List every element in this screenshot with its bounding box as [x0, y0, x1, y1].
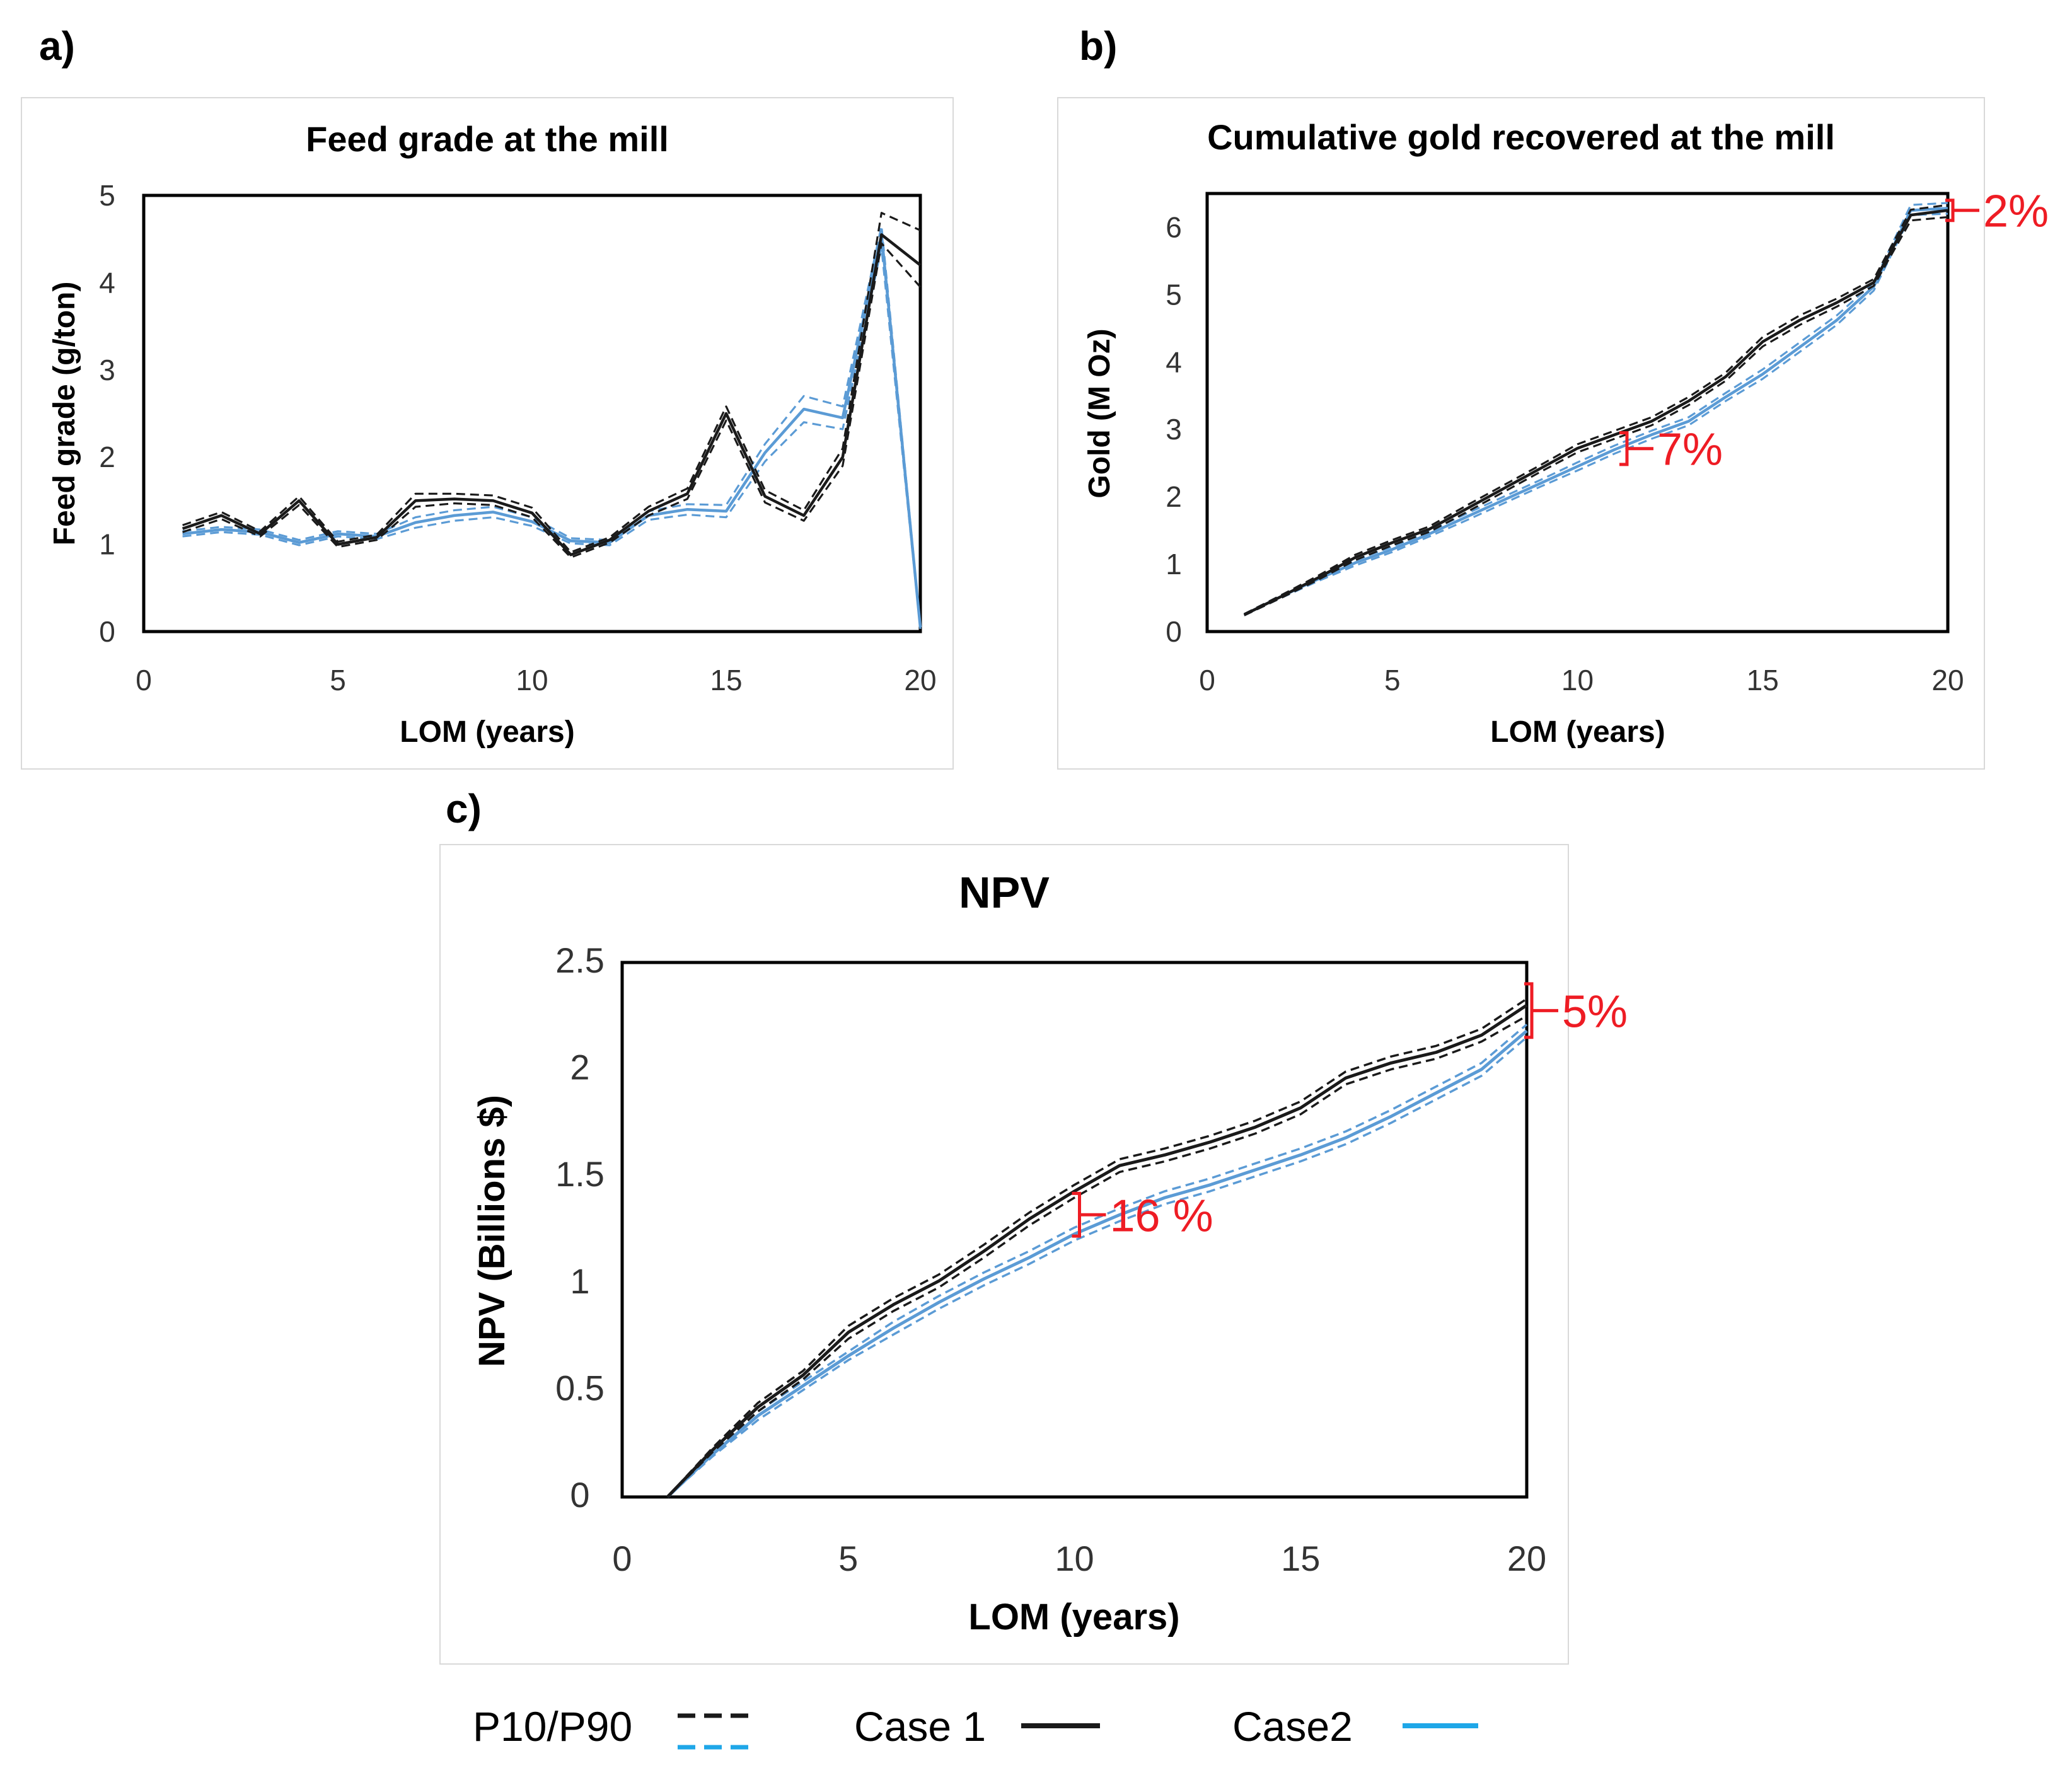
y-tick-label: 3	[99, 354, 115, 386]
annotation-bracket	[1072, 1191, 1106, 1238]
series-line-case-1	[1243, 209, 1948, 616]
annotation-label: 2%	[1983, 187, 2049, 237]
y-tick-label: 6	[1166, 211, 1182, 243]
panel-a-y-label: Feed grade (g/ton)	[48, 282, 81, 546]
series-line-case-1-p90	[1244, 204, 1948, 615]
y-tick-label: 0	[99, 615, 115, 648]
y-tick-label: 2.5	[555, 940, 605, 980]
legend-case1-label: Case 1	[854, 1703, 986, 1750]
panel-c-letter: c)	[446, 786, 482, 831]
panel-b-y-ticks: 0 1 2 3 4 5 6	[1166, 211, 1182, 648]
panel-a-frame	[21, 97, 954, 770]
panel-c-x-label: LOM (years)	[968, 1597, 1179, 1638]
x-tick-label: 20	[1931, 664, 1964, 696]
panel-c-series	[666, 998, 1528, 1498]
x-tick-label: 0	[1199, 664, 1215, 696]
panel-a-y-ticks: 0 1 2 3 4 5	[99, 179, 115, 648]
x-tick-label: 15	[1281, 1539, 1320, 1578]
x-tick-label: 0	[612, 1539, 632, 1578]
y-tick-label: 5	[99, 179, 115, 212]
annotation-label: 5%	[1562, 986, 1628, 1037]
y-tick-label: 1	[570, 1261, 589, 1301]
panel-a: a) Feed grade at the mill 0 1 2 3 4 5 0 5 10 15 2…	[21, 23, 954, 770]
panel-c-y-label: NPV (Billions $)	[472, 1095, 512, 1367]
x-tick-label: 5	[1384, 664, 1401, 696]
legend-case2-label: Case2	[1232, 1703, 1353, 1750]
annotation-bracket	[1619, 431, 1653, 466]
series-line-case-1-p10	[1244, 216, 1948, 616]
series-line-case-1	[666, 1003, 1528, 1498]
series-line-case-2-p10	[1244, 212, 1948, 616]
y-tick-label: 2	[99, 441, 115, 473]
series-line-case-1-p10	[666, 1015, 1527, 1498]
annotation-label: 16 %	[1110, 1191, 1213, 1241]
panel-c-x-ticks: 0 5 10 15 20	[612, 1539, 1546, 1578]
panel-c-annotations: 16 % 5%	[1072, 982, 1628, 1241]
series-line-case-1-p90	[666, 998, 1527, 1498]
panel-c-plot-area	[620, 961, 1529, 1499]
y-tick-label: 1.5	[555, 1154, 605, 1194]
y-tick-label: 1	[1166, 548, 1182, 581]
panel-b-y-label: Gold (M Oz)	[1083, 328, 1116, 498]
panel-a-letter: a)	[39, 23, 75, 69]
annotation-bracket	[1524, 982, 1558, 1039]
series-line-case-1-p90	[182, 212, 921, 553]
y-tick-label: 1	[99, 528, 115, 561]
series-line-case-2	[182, 233, 922, 628]
series-line-case-1	[182, 233, 922, 557]
y-tick-label: 3	[1166, 413, 1182, 446]
panel-c-frame	[439, 844, 1569, 1665]
series-line-case-2-p10	[666, 1036, 1528, 1498]
panel-b: b) Cumulative gold recovered at the mill…	[1057, 23, 2049, 770]
series-line-case-1-p10	[182, 242, 922, 558]
x-tick-label: 5	[838, 1539, 858, 1578]
x-tick-label: 15	[710, 664, 742, 696]
x-tick-label: 10	[1561, 664, 1594, 696]
x-tick-label: 20	[1507, 1539, 1546, 1578]
panel-b-annotations: 7% 2%	[1619, 187, 2049, 475]
panel-b-x-label: LOM (years)	[1490, 715, 1665, 749]
panel-a-series	[182, 212, 922, 629]
y-tick-label: 4	[1166, 345, 1182, 378]
x-tick-label: 15	[1747, 664, 1779, 696]
x-tick-label: 20	[904, 664, 936, 696]
series-line-case-2-p90	[666, 1024, 1528, 1498]
series-line-case-2-p90	[182, 224, 922, 626]
panel-b-plot-area	[1205, 192, 1950, 633]
panel-a-plot-area	[142, 194, 922, 633]
y-tick-label: 0.5	[555, 1368, 605, 1407]
legend-p10p90-label: P10/P90	[473, 1703, 632, 1750]
x-tick-label: 10	[1055, 1539, 1094, 1578]
y-tick-label: 2	[570, 1048, 589, 1087]
y-tick-label: 4	[99, 266, 115, 299]
y-tick-label: 5	[1166, 278, 1182, 311]
series-line-case-2	[1243, 207, 1948, 616]
panel-c-title: NPV	[959, 868, 1050, 917]
panel-b-letter: b)	[1079, 23, 1117, 69]
panel-c: c) NPV 0 0.5 1 1.5 2 2.5 0 5 10 15 20 16 % 5% LOM …	[439, 786, 1628, 1665]
panel-b-series	[1243, 202, 1948, 616]
series-line-case-2	[666, 1029, 1528, 1498]
annotation-bracket	[1945, 199, 1979, 222]
y-tick-label: 2	[1166, 480, 1182, 513]
x-tick-label: 0	[136, 664, 152, 696]
panel-b-frame	[1057, 97, 1985, 770]
y-tick-label: 0	[1166, 615, 1182, 648]
panel-b-x-ticks: 0 5 10 15 20	[1199, 664, 1964, 696]
x-tick-label: 10	[516, 664, 548, 696]
x-tick-label: 5	[330, 664, 346, 696]
annotation-label: 7%	[1657, 425, 1723, 475]
y-tick-label: 0	[570, 1475, 589, 1515]
legend: P10/P90 Case 1 Case2	[473, 1703, 1478, 1750]
panel-c-y-ticks: 0 0.5 1 1.5 2 2.5	[555, 940, 605, 1515]
panel-a-x-label: LOM (years)	[400, 715, 574, 749]
panel-b-title: Cumulative gold recovered at the mill	[1207, 117, 1835, 157]
panel-a-x-ticks: 0 5 10 15 20	[136, 664, 936, 696]
panel-a-title: Feed grade at the mill	[306, 119, 669, 159]
